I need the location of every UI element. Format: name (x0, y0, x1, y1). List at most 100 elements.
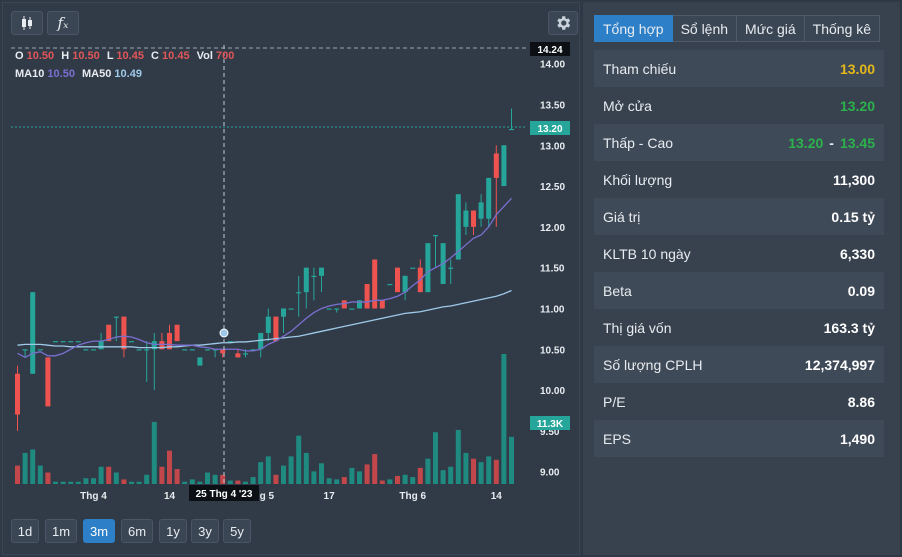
stat-value: 11,300 (832, 171, 875, 188)
candle-body (387, 283, 393, 286)
volume-bar (106, 466, 112, 484)
time-tick-label: Thg 5 (247, 491, 274, 502)
volume-bar (349, 467, 355, 484)
volume-bar (15, 465, 20, 484)
candle-body (37, 349, 43, 351)
volume-bar (167, 450, 172, 484)
range-separator: - (829, 134, 834, 151)
stat-label: Giá trị (603, 208, 641, 225)
volume-bar (364, 464, 370, 484)
stat-label: Khối lượng (603, 171, 673, 188)
candle-body (167, 332, 172, 350)
candle-body (425, 243, 431, 293)
candle-body (433, 235, 438, 237)
ma10-value: 10.50 (47, 68, 75, 80)
volume-bar (395, 475, 400, 484)
stats-table: Tham chiếu 13.00 Mở cửa 13.20 Thấp - Cao… (594, 50, 884, 457)
candle-body (250, 349, 256, 351)
volume-bar (258, 462, 264, 484)
stat-row-beta: Beta 0.09 (594, 272, 884, 309)
candle-body (258, 332, 264, 350)
candle-body (296, 292, 302, 294)
candle-body (129, 341, 134, 343)
price-chart[interactable]: 14.00 13.50 13.00 12.50 12.00 11.50 11.00 10.50… (3, 3, 581, 513)
candle-body (159, 341, 165, 350)
price-tick-label: 14.00 (540, 60, 565, 71)
candle-body (174, 324, 180, 342)
range-5y-button[interactable]: 5y (223, 519, 251, 543)
stat-value: 8.86 (847, 393, 875, 410)
candle-body (288, 308, 294, 310)
candle-body (113, 316, 119, 318)
tab-overview[interactable]: Tổng hợp (594, 15, 673, 42)
candlestick-type-button[interactable] (11, 11, 43, 35)
candle-body (334, 308, 340, 310)
volume-bar (455, 429, 461, 484)
range-1m-button[interactable]: 1m (45, 519, 77, 543)
volume-bar (220, 474, 226, 484)
volume-bar (448, 466, 454, 484)
candle-body (121, 316, 127, 350)
price-tick-label: 12.50 (540, 182, 565, 193)
stat-row-shares-outstanding: Số lượng CPLH 12,374,997 (594, 346, 884, 383)
volume-bar (357, 471, 362, 484)
indicator-button[interactable]: fₓ (47, 11, 79, 35)
range-1y-button[interactable]: 1y (159, 519, 187, 543)
stat-value: 1,490 (839, 430, 875, 447)
stat-label: KLTB 10 ngày (603, 245, 691, 262)
volume-bar (417, 467, 423, 484)
candle-body (471, 210, 476, 227)
price-tick-label: 11.00 (540, 304, 565, 315)
chart-settings-button[interactable] (548, 11, 578, 35)
candle-body (15, 373, 20, 415)
volume-bar (197, 481, 203, 484)
candle-body (364, 283, 370, 309)
price-tick-label: 12.00 (540, 223, 565, 234)
candle-body (235, 353, 241, 358)
ma10-label: MA10 (15, 68, 45, 80)
volume-bar (273, 474, 279, 484)
candle-body (326, 308, 332, 310)
candle-body (281, 308, 286, 317)
volume-bar (463, 452, 469, 484)
volume-label: Vol (196, 50, 213, 62)
crosshair-date-tag (189, 485, 259, 501)
tab-statistics[interactable]: Thống kê (804, 15, 881, 42)
price-tick-label: 9.00 (540, 468, 560, 479)
volume-bar (265, 456, 271, 484)
candle-body (106, 324, 112, 342)
volume-bar (91, 478, 96, 484)
stat-value: 12,374,997 (804, 356, 875, 373)
stat-value: 0.15 tỷ (831, 208, 875, 225)
candle-body (455, 194, 461, 260)
ohlc-legend: O 10.50 H 10.50 L 10.45 C 10.45 Vol 700 (15, 50, 234, 62)
range-6m-button[interactable]: 6m (121, 519, 153, 543)
stat-value: 13.20 (839, 97, 875, 114)
volume-bar (341, 477, 347, 484)
range-1d-button[interactable]: 1d (11, 519, 39, 543)
stat-row-avg-volume-10d: KLTB 10 ngày 6,330 (594, 235, 884, 272)
candle-body (197, 357, 203, 366)
volume-bar (136, 481, 142, 484)
volume-bar (144, 474, 150, 484)
ma50-line (17, 289, 512, 349)
range-3y-button[interactable]: 3y (191, 519, 219, 543)
low-label: L (106, 50, 114, 62)
tab-order-book[interactable]: Sổ lệnh (672, 15, 738, 42)
range-3m-button[interactable]: 3m (83, 519, 115, 543)
candle-body (243, 353, 248, 355)
tab-price-levels[interactable]: Mức giá (737, 15, 805, 42)
candle-body (493, 153, 499, 178)
volume-bar (250, 477, 256, 484)
volume-bar (379, 480, 385, 484)
stat-value: 0.09 (847, 282, 875, 299)
price-tick-label: 10.50 (540, 345, 565, 356)
volume-bar (113, 472, 119, 484)
candle-body (68, 341, 74, 343)
volume-bar (83, 478, 89, 484)
price-tick-label: 13.50 (540, 100, 565, 111)
open-label: O (15, 50, 24, 62)
ma10-line (17, 197, 512, 359)
volume-bar (493, 459, 499, 484)
low-value: 13.20 (788, 134, 824, 151)
